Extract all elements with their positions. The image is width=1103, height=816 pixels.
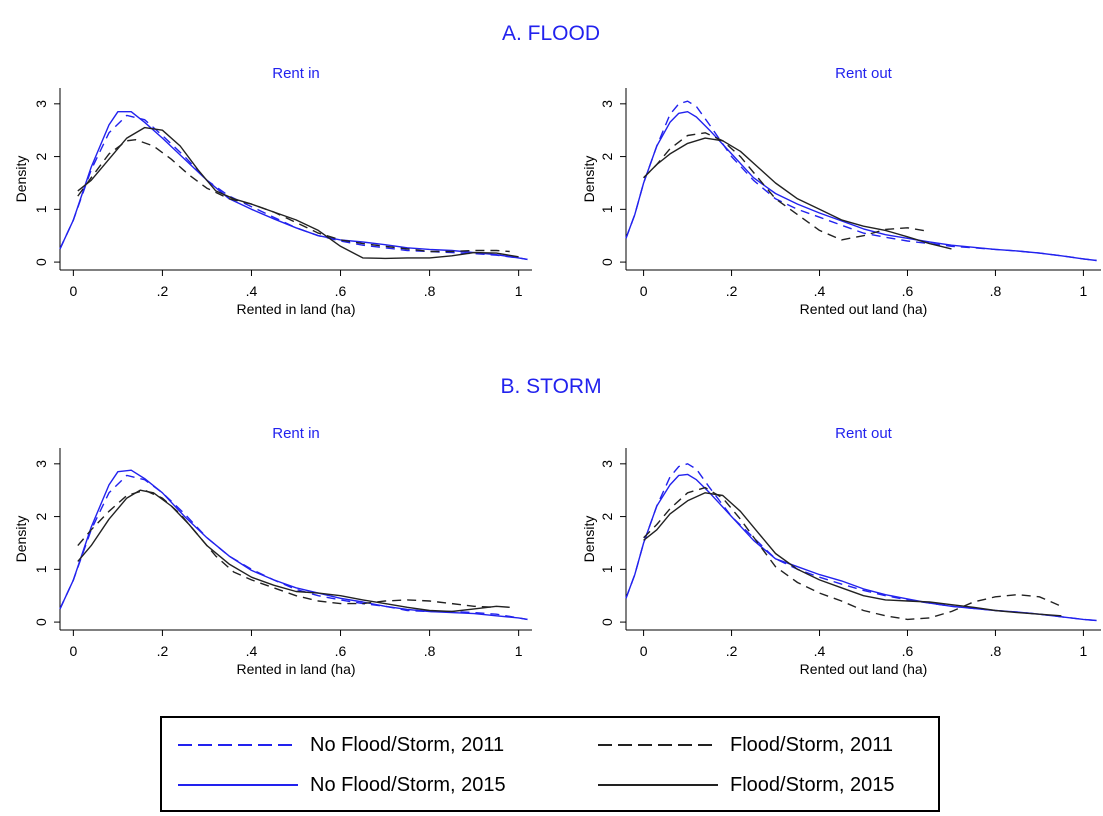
panel-3: Rent in 0 .2 .4 .6 .8 1 0 1 2 3 Rented in land (ha)… [13, 425, 532, 677]
legend-swatch-no-event-2015 [178, 784, 298, 786]
x-tick-label: .8 [990, 283, 1002, 299]
y-tick-label: 0 [599, 618, 615, 626]
series-line [77, 489, 497, 608]
x-tick-label: 0 [640, 283, 648, 299]
series-line [643, 486, 1062, 621]
x-tick-label: .4 [814, 643, 826, 659]
section-title-storm: B. STORM [500, 375, 601, 398]
series-line [643, 132, 930, 241]
x-tick-label: .4 [246, 283, 258, 299]
x-axis-label: Rented out land (ha) [800, 301, 928, 317]
y-tick-label: 2 [33, 152, 49, 160]
y-axis-label: Density [581, 516, 597, 563]
y-axis-label: Density [13, 516, 29, 563]
legend-label: Flood/Storm, 2011 [730, 733, 894, 756]
legend-swatch-event-2011 [598, 744, 718, 746]
series-line [59, 114, 528, 261]
x-axis-label: Rented in land (ha) [236, 301, 355, 317]
y-tick-label: 0 [33, 618, 49, 626]
x-tick-label: 1 [1080, 643, 1088, 659]
y-tick-label: 3 [599, 460, 615, 468]
y-tick-label: 2 [599, 512, 615, 520]
panel-title: Rent out [835, 65, 893, 82]
x-tick-label: .6 [902, 283, 914, 299]
series-line [59, 110, 528, 261]
panel-title: Rent in [272, 425, 320, 442]
legend-label: No Flood/Storm, 2011 [310, 733, 505, 756]
y-tick-label: 1 [599, 565, 615, 573]
x-axis-label: Rented out land (ha) [800, 661, 928, 677]
x-tick-label: .6 [335, 283, 347, 299]
legend-swatch-event-2015 [598, 784, 718, 786]
legend-swatch-no-event-2011 [178, 744, 298, 746]
x-tick-label: .6 [335, 643, 347, 659]
x-tick-label: 0 [69, 643, 77, 659]
y-tick-label: 2 [33, 512, 49, 520]
x-tick-label: .8 [424, 283, 436, 299]
y-tick-label: 0 [599, 258, 615, 266]
y-tick-label: 2 [599, 152, 615, 160]
y-tick-label: 3 [33, 460, 49, 468]
x-tick-label: 0 [640, 643, 648, 659]
series-line [77, 138, 510, 253]
series-line [59, 469, 528, 621]
series-line [77, 126, 519, 260]
x-tick-label: .4 [246, 643, 258, 659]
y-tick-label: 1 [599, 205, 615, 213]
legend-label: Flood/Storm, 2015 [730, 773, 895, 796]
panel-1: Rent in 0 .2 .4 .6 .8 1 0 1 2 3 Rented in land (ha)… [13, 65, 532, 317]
y-tick-label: 0 [33, 258, 49, 266]
y-tick-label: 3 [599, 100, 615, 108]
series-line [643, 492, 1062, 617]
y-tick-label: 1 [33, 565, 49, 573]
x-tick-label: .2 [157, 643, 169, 659]
series-line [625, 463, 1097, 622]
y-tick-label: 3 [33, 100, 49, 108]
series-line [643, 137, 952, 250]
x-tick-label: .8 [424, 643, 436, 659]
series-line [625, 110, 1097, 262]
panel-4: Rent out 0 .2 .4 .6 .8 1 0 1 2 3 Rented out land (h… [581, 425, 1101, 677]
x-tick-label: 1 [515, 283, 523, 299]
panel-title: Rent in [272, 65, 320, 82]
x-tick-label: 0 [69, 283, 77, 299]
legend: No Flood/Storm, 2011 Flood/Storm, 2011 N… [160, 716, 940, 812]
panel-title: Rent out [835, 425, 893, 442]
x-tick-label: .4 [814, 283, 826, 299]
x-tick-label: .2 [726, 283, 738, 299]
y-axis-label: Density [581, 156, 597, 203]
legend-item: No Flood/Storm, 2015 [178, 770, 506, 800]
x-tick-label: 1 [1080, 283, 1088, 299]
x-tick-label: 1 [515, 643, 523, 659]
x-tick-label: .2 [726, 643, 738, 659]
panel-2: Rent out 0 .2 .4 .6 .8 1 0 1 2 3 Rented out land (h… [581, 65, 1101, 317]
x-tick-label: .6 [902, 643, 914, 659]
x-tick-label: .2 [157, 283, 169, 299]
chart-canvas: A. FLOOD B. STORM Rent in0.2.4.6.8 10123R… [13, 22, 1101, 677]
legend-label: No Flood/Storm, 2015 [310, 773, 506, 796]
y-tick-label: 1 [33, 205, 49, 213]
series-line [59, 474, 528, 621]
section-title-flood: A. FLOOD [502, 22, 600, 45]
legend-item: Flood/Storm, 2015 [598, 770, 895, 800]
legend-item: No Flood/Storm, 2011 [178, 730, 504, 760]
legend-item: Flood/Storm, 2011 [598, 730, 893, 760]
x-axis-label: Rented in land (ha) [236, 661, 355, 677]
y-axis-label: Density [13, 156, 29, 203]
x-tick-label: .8 [990, 643, 1002, 659]
series-line [77, 489, 510, 613]
